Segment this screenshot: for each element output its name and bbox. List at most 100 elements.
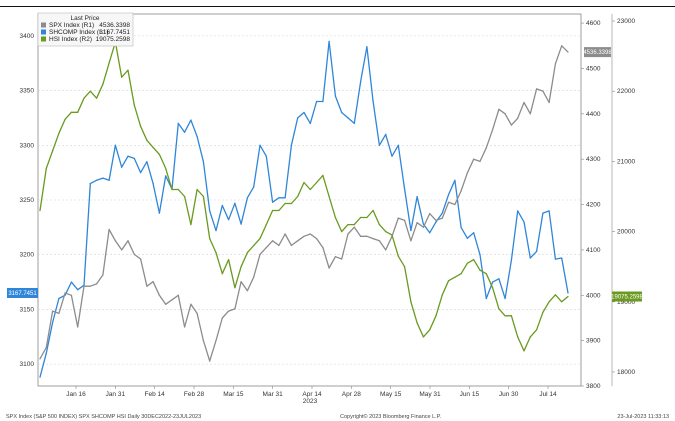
series-segment <box>221 204 230 221</box>
series-segment <box>422 329 431 338</box>
series-segment <box>158 153 167 170</box>
series-segment <box>309 233 318 240</box>
series-segment <box>548 63 557 104</box>
tag-bg <box>7 288 38 298</box>
series-segment <box>177 122 186 133</box>
series-segment <box>403 188 412 232</box>
x-tick-label: May 15 <box>380 391 402 398</box>
legend-label: HSI Index (R2) <box>49 36 92 43</box>
series-segment <box>127 69 135 106</box>
series-segment <box>347 226 355 235</box>
series-segment <box>114 240 123 251</box>
series-segment <box>454 179 462 229</box>
series-segment <box>246 276 255 292</box>
right1-tick-label: 3800 <box>586 383 601 390</box>
series-segment <box>441 193 450 214</box>
series-segment <box>165 167 173 191</box>
series-segment <box>303 233 311 237</box>
series-segment <box>542 301 550 313</box>
x-tick-label: Jun 30 <box>499 391 519 398</box>
series-segment <box>328 195 337 219</box>
series-segment <box>479 269 487 275</box>
legend-value: 19075.2598 <box>96 36 131 43</box>
series-segment <box>391 234 399 257</box>
series-segment <box>416 196 425 225</box>
series-segment <box>334 216 343 233</box>
series-segment <box>265 240 274 249</box>
series-segment <box>441 280 450 296</box>
series-segment <box>45 310 54 349</box>
series-segment <box>215 251 223 275</box>
series-segment <box>259 144 267 157</box>
series-segment <box>102 177 110 181</box>
series-segment <box>334 95 343 114</box>
series-segment <box>139 125 148 141</box>
series-segment <box>366 235 374 240</box>
last-value-tag: 3167.7451 <box>7 288 38 298</box>
series-segment <box>89 90 98 99</box>
series-segment <box>510 210 519 261</box>
series-segment <box>341 233 349 260</box>
series-segment <box>196 135 205 163</box>
series-segment <box>378 240 387 251</box>
series-segment <box>259 246 267 256</box>
series-segment <box>359 46 368 83</box>
series-segment <box>95 177 104 181</box>
series-segment <box>190 303 198 315</box>
series-segment <box>517 101 525 119</box>
series-segment <box>177 294 186 328</box>
series-segment <box>152 281 161 296</box>
x-year-label: 2023 <box>303 398 318 405</box>
series-segment <box>146 161 154 185</box>
series-segment <box>473 158 481 163</box>
series-segment <box>240 197 249 225</box>
series-segment <box>209 210 217 232</box>
series-segment <box>64 292 73 296</box>
series-segment <box>95 274 104 285</box>
series-segment <box>39 352 47 378</box>
series-segment <box>209 237 217 254</box>
series-segment <box>240 251 249 268</box>
series-segment <box>102 62 110 85</box>
legend-label: SPX Index (R1) <box>49 22 94 29</box>
series-segment <box>64 111 73 120</box>
series-segment <box>290 195 299 205</box>
series-segment <box>491 287 500 310</box>
series-segment <box>127 240 135 256</box>
series-segment <box>183 119 192 133</box>
right1-tick-label: 4000 <box>586 292 601 299</box>
series-segment <box>121 155 129 168</box>
series-segment <box>561 257 569 294</box>
x-tick-label: Mar 15 <box>223 391 244 398</box>
series-segment <box>447 201 456 206</box>
series-segment <box>535 88 544 92</box>
series-segment <box>397 217 406 222</box>
last-value-tag: 4536.3398 <box>583 47 612 58</box>
series-segment <box>152 182 161 214</box>
legend-swatch <box>41 36 46 42</box>
left-tick-label: 3150 <box>20 306 35 313</box>
series-segment <box>504 259 513 300</box>
series-segment <box>309 100 318 125</box>
series-segment <box>234 266 242 289</box>
legend-swatch <box>41 29 46 35</box>
series-segment <box>523 221 531 259</box>
series-segment <box>297 235 305 242</box>
series-segment <box>152 146 161 156</box>
series-segment <box>410 301 418 324</box>
series-segment <box>253 237 261 247</box>
series-segment <box>39 346 47 360</box>
series-segment <box>523 336 531 352</box>
series-segment <box>240 281 249 292</box>
series-segment <box>253 253 261 278</box>
series-segment <box>70 294 79 328</box>
series-segment <box>378 133 387 146</box>
left-tick-label: 3350 <box>20 88 35 95</box>
series-segment <box>416 322 425 338</box>
series-segment <box>447 179 456 196</box>
series-segment <box>146 139 154 149</box>
series-segment <box>529 250 538 259</box>
series-segment <box>171 122 179 190</box>
series-segment <box>45 150 54 170</box>
series-segment <box>259 223 267 240</box>
